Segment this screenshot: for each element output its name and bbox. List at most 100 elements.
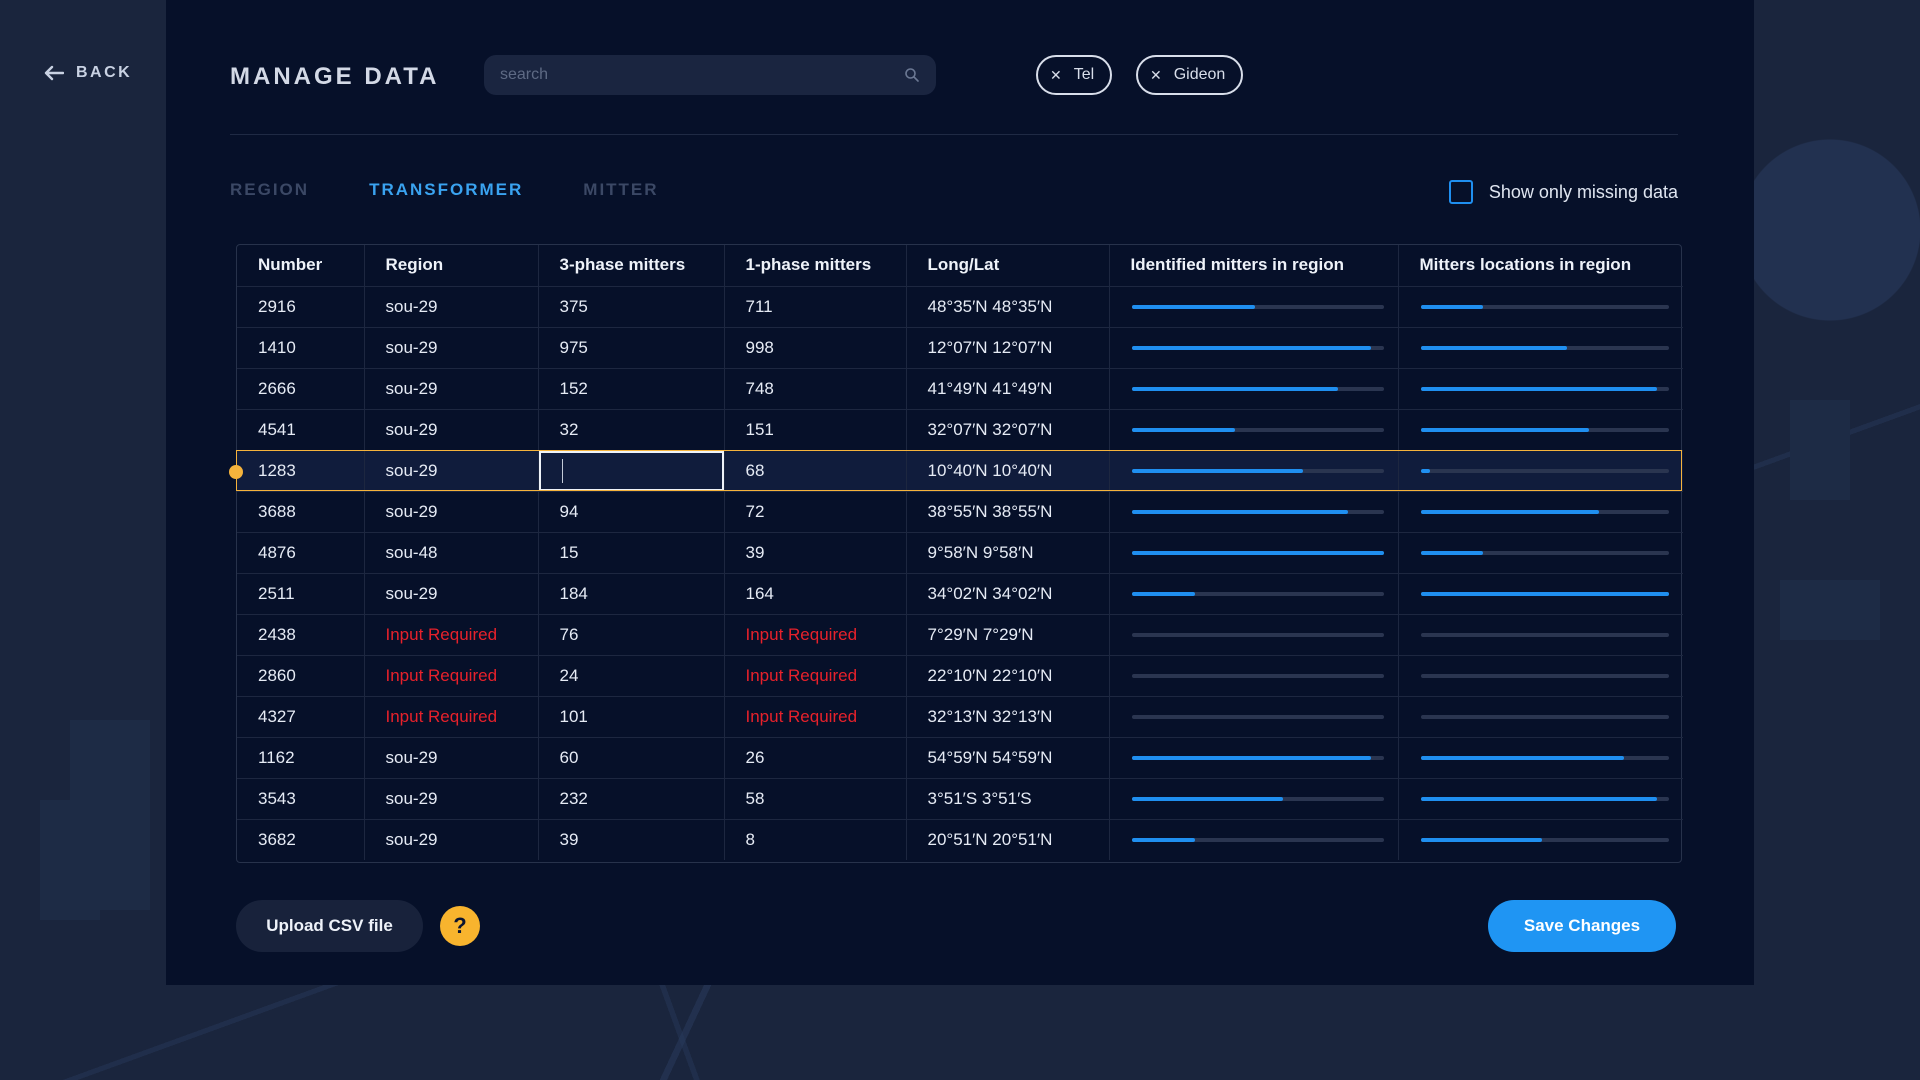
region-cell[interactable]: sou-29	[364, 327, 539, 369]
column-header[interactable]: 3-phase mitters	[538, 245, 725, 287]
three-phase-cell[interactable]: 232	[538, 778, 725, 820]
three-phase-cell[interactable]: 184	[538, 573, 725, 615]
one-phase-cell[interactable]: 711	[724, 286, 907, 328]
region-cell[interactable]: sou-48	[364, 532, 539, 574]
column-header[interactable]: 1-phase mitters	[724, 245, 907, 287]
search-input[interactable]	[500, 66, 904, 84]
search-box[interactable]	[484, 55, 936, 95]
three-phase-cell[interactable]	[538, 450, 725, 492]
missing-checkbox[interactable]	[1448, 180, 1473, 204]
region-cell[interactable]: Input Required	[364, 696, 539, 738]
table-row[interactable]: 3688 sou-29 94 72 38°55′N 38°55′N	[237, 491, 1683, 533]
three-phase-cell[interactable]: 94	[538, 491, 725, 533]
table-row[interactable]: 4541 sou-29 32 151 32°07′N 32°07′N	[237, 409, 1683, 451]
tab-region[interactable]: REGION	[230, 180, 310, 199]
table-row[interactable]: 4876 sou-48 15 39 9°58′N 9°58′N	[237, 532, 1683, 574]
three-phase-cell[interactable]: 975	[538, 327, 725, 369]
number-cell[interactable]: 3543	[237, 778, 365, 820]
table-row[interactable]: 1283 sou-29 68 10°40′N 10°40′N	[237, 450, 1683, 492]
three-phase-cell[interactable]: 152	[538, 368, 725, 410]
table-row[interactable]: 3543 sou-29 232 58 3°51′S 3°51′S	[237, 778, 1683, 820]
region-cell[interactable]: sou-29	[364, 286, 539, 328]
filter-chip-tel[interactable]: ✕ Tel	[1036, 55, 1113, 95]
number-cell[interactable]: 2666	[237, 368, 365, 410]
one-phase-cell[interactable]: 39	[724, 532, 907, 574]
show-missing-toggle[interactable]: Show only missing data	[1448, 180, 1678, 204]
column-header[interactable]: Long/Lat	[906, 245, 1110, 287]
one-phase-cell[interactable]: 26	[724, 737, 907, 779]
one-phase-cell[interactable]: 72	[724, 491, 907, 533]
back-button[interactable]: BACK	[44, 64, 132, 82]
longlat-cell[interactable]: 38°55′N 38°55′N	[906, 491, 1110, 533]
one-phase-cell[interactable]: 68	[724, 450, 907, 492]
longlat-cell[interactable]: 7°29′N 7°29′N	[906, 614, 1110, 656]
one-phase-cell[interactable]: 164	[724, 573, 907, 615]
search-icon[interactable]	[904, 67, 920, 83]
number-cell[interactable]: 1283	[237, 450, 365, 492]
close-icon[interactable]: ✕	[1050, 66, 1062, 83]
longlat-cell[interactable]: 10°40′N 10°40′N	[906, 450, 1110, 492]
save-changes-button[interactable]: Save Changes	[1488, 900, 1676, 952]
upload-csv-button[interactable]: Upload CSV file	[236, 900, 423, 952]
number-cell[interactable]: 3682	[237, 819, 365, 860]
three-phase-cell[interactable]: 15	[538, 532, 725, 574]
close-icon[interactable]: ✕	[1150, 66, 1162, 83]
three-phase-cell[interactable]: 375	[538, 286, 725, 328]
column-header[interactable]: Identified mitters in region	[1109, 245, 1399, 287]
cell-editor-input[interactable]	[538, 450, 724, 491]
three-phase-cell[interactable]: 60	[538, 737, 725, 779]
three-phase-cell[interactable]: 76	[538, 614, 725, 656]
column-header[interactable]: Region	[364, 245, 539, 287]
longlat-cell[interactable]: 22°10′N 22°10′N	[906, 655, 1110, 697]
longlat-cell[interactable]: 32°07′N 32°07′N	[906, 409, 1110, 451]
number-cell[interactable]: 1410	[237, 327, 365, 369]
region-cell[interactable]: sou-29	[364, 737, 539, 779]
help-icon[interactable]: ?	[440, 906, 480, 946]
filter-chip-gideon[interactable]: ✕ Gideon	[1136, 55, 1244, 95]
number-cell[interactable]: 1162	[237, 737, 365, 779]
table-row[interactable]: 2666 sou-29 152 748 41°49′N 41°49′N	[237, 368, 1683, 410]
region-cell[interactable]: sou-29	[364, 368, 539, 410]
table-row[interactable]: 2916 sou-29 375 711 48°35′N 48°35′N	[237, 286, 1683, 328]
one-phase-cell[interactable]: Input Required	[724, 655, 907, 697]
number-cell[interactable]: 4876	[237, 532, 365, 574]
three-phase-cell[interactable]: 32	[538, 409, 725, 451]
longlat-cell[interactable]: 41°49′N 41°49′N	[906, 368, 1110, 410]
region-cell[interactable]: sou-29	[364, 573, 539, 615]
one-phase-cell[interactable]: 748	[724, 368, 907, 410]
tab-mitter[interactable]: MITTER	[583, 180, 659, 199]
one-phase-cell[interactable]: 8	[724, 819, 907, 860]
number-cell[interactable]: 4327	[237, 696, 365, 738]
number-cell[interactable]: 2511	[237, 573, 365, 615]
table-row[interactable]: 1410 sou-29 975 998 12°07′N 12°07′N	[237, 327, 1683, 369]
column-header[interactable]: Mitters locations in region	[1398, 245, 1683, 287]
region-cell[interactable]: sou-29	[364, 450, 539, 492]
one-phase-cell[interactable]: Input Required	[724, 614, 907, 656]
longlat-cell[interactable]: 3°51′S 3°51′S	[906, 778, 1110, 820]
number-cell[interactable]: 3688	[237, 491, 365, 533]
one-phase-cell[interactable]: 58	[724, 778, 907, 820]
table-row[interactable]: 1162 sou-29 60 26 54°59′N 54°59′N	[237, 737, 1683, 779]
region-cell[interactable]: Input Required	[364, 655, 539, 697]
table-row[interactable]: 4327 Input Required 101 Input Required 32°13…	[237, 696, 1683, 738]
number-cell[interactable]: 2916	[237, 286, 365, 328]
region-cell[interactable]: sou-29	[364, 491, 539, 533]
table-row[interactable]: 2438 Input Required 76 Input Required 7°29′N…	[237, 614, 1683, 656]
longlat-cell[interactable]: 34°02′N 34°02′N	[906, 573, 1110, 615]
three-phase-cell[interactable]: 24	[538, 655, 725, 697]
table-row[interactable]: 3682 sou-29 39 8 20°51′N 20°51′N	[237, 819, 1683, 860]
three-phase-cell[interactable]: 101	[538, 696, 725, 738]
tab-transformer[interactable]: TRANSFORMER	[369, 180, 524, 199]
one-phase-cell[interactable]: 998	[724, 327, 907, 369]
longlat-cell[interactable]: 48°35′N 48°35′N	[906, 286, 1110, 328]
region-cell[interactable]: sou-29	[364, 778, 539, 820]
table-row[interactable]: 2860 Input Required 24 Input Required 22°10′…	[237, 655, 1683, 697]
number-cell[interactable]: 4541	[237, 409, 365, 451]
longlat-cell[interactable]: 54°59′N 54°59′N	[906, 737, 1110, 779]
three-phase-cell[interactable]: 39	[538, 819, 725, 860]
column-header[interactable]: Number	[237, 245, 365, 287]
longlat-cell[interactable]: 9°58′N 9°58′N	[906, 532, 1110, 574]
longlat-cell[interactable]: 12°07′N 12°07′N	[906, 327, 1110, 369]
table-row[interactable]: 2511 sou-29 184 164 34°02′N 34°02′N	[237, 573, 1683, 615]
number-cell[interactable]: 2438	[237, 614, 365, 656]
